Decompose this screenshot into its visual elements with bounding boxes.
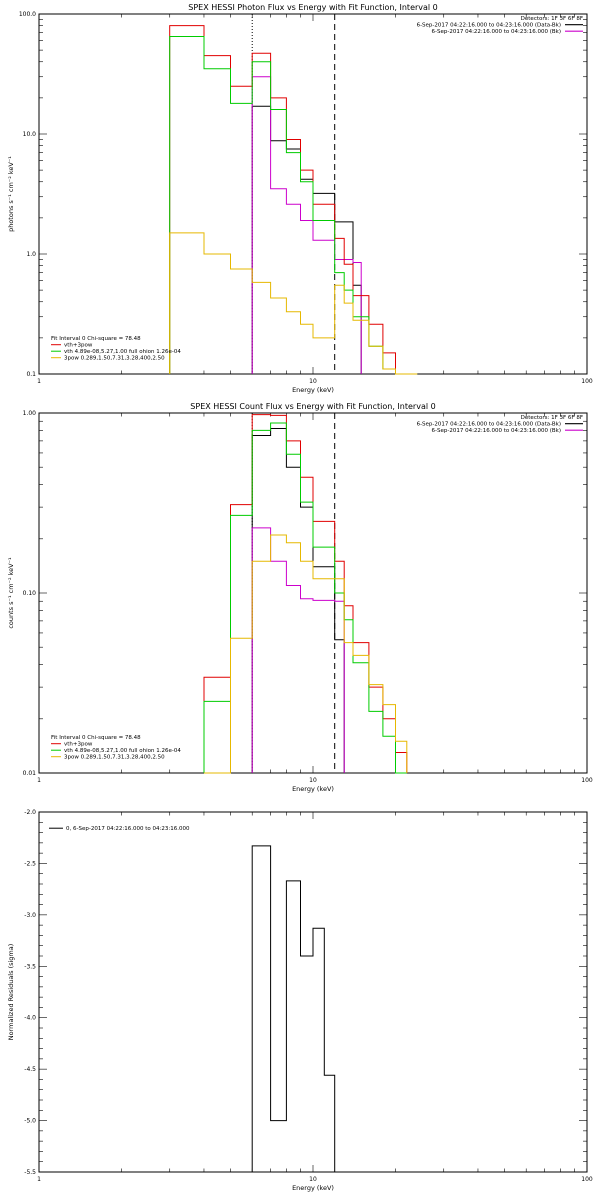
x-tick-label: 10 bbox=[309, 1176, 317, 1183]
chart-title: SPEX HESSI Count Flux vs Energy with Fit… bbox=[190, 402, 435, 411]
legend-entry-label: 6-Sep-2017 04:22:16.000 to 04:23:16.000 … bbox=[432, 29, 562, 35]
x-tick-label: 1 bbox=[37, 777, 41, 784]
y-tick-label: 1.00 bbox=[23, 410, 37, 417]
fit-series-1 bbox=[169, 25, 418, 375]
y-tick-label: -4.5 bbox=[24, 1066, 36, 1073]
fit-series-1 bbox=[203, 414, 408, 773]
fit-legend-label: vth+3pow bbox=[64, 742, 93, 748]
x-axis-label: Energy (keV) bbox=[292, 386, 334, 394]
legend-header: Detectors: 1F 3F 6F 8F bbox=[521, 16, 583, 22]
y-tick-label: -3.0 bbox=[24, 912, 36, 919]
legend-header: Detectors: 1F 3F 6F 8F bbox=[521, 415, 583, 421]
y-axis-label: counts s⁻¹ cm⁻² keV⁻¹ bbox=[7, 557, 15, 629]
y-tick-label: 10.0 bbox=[23, 131, 37, 138]
fit-legend-header: Fit Interval 0 Chi-square = 78.48 bbox=[51, 336, 141, 342]
x-tick-label: 100 bbox=[581, 777, 593, 784]
data-series-2 bbox=[251, 527, 345, 773]
legend-entry-label: 0, 6-Sep-2017 04:22:16.000 to 04:23:16.0… bbox=[66, 826, 190, 832]
chart-title: SPEX HESSI Photon Flux vs Energy with Fi… bbox=[188, 3, 438, 12]
fit-series-3 bbox=[204, 534, 408, 774]
y-tick-label: 1.0 bbox=[26, 251, 36, 258]
y-tick-label: -4.0 bbox=[24, 1015, 36, 1022]
legend-entry-label: 6-Sep-2017 04:22:16.000 to 04:23:16.000 … bbox=[432, 428, 562, 434]
x-axis-label: Energy (keV) bbox=[292, 785, 334, 793]
fit-legend-label: 3pow 0.289,1.50,7.31,3.28,400,2.50 bbox=[64, 356, 165, 362]
y-tick-label: -5.0 bbox=[24, 1118, 36, 1125]
plot-frame bbox=[38, 811, 588, 1173]
panel-1 bbox=[38, 13, 588, 375]
y-tick-label: 0.1 bbox=[26, 371, 36, 378]
fit-legend-label: vth 4.89e-08,5.27,1.00 full ohion 1.26e-… bbox=[64, 748, 181, 754]
x-tick-label: 1 bbox=[37, 1176, 41, 1183]
x-tick-label: 100 bbox=[581, 1176, 593, 1183]
fit-series-2 bbox=[203, 422, 407, 774]
plot-frame bbox=[38, 412, 588, 774]
y-axis-label: Normalized Residuals (sigma) bbox=[7, 944, 15, 1041]
x-tick-label: 1 bbox=[37, 378, 41, 385]
fit-legend-header: Fit Interval 0 Chi-square = 78.48 bbox=[51, 735, 141, 741]
fit-series-3 bbox=[169, 232, 418, 375]
y-tick-label: -2.0 bbox=[24, 809, 36, 816]
y-tick-label: 0.10 bbox=[23, 590, 37, 597]
y-tick-label: -5.5 bbox=[24, 1169, 36, 1176]
x-tick-label: 10 bbox=[309, 378, 317, 385]
fit-series-2 bbox=[169, 36, 418, 375]
legend-entry-label: 6-Sep-2017 04:22:16.000 to 04:23:16.000 … bbox=[417, 23, 561, 29]
y-tick-label: -2.5 bbox=[24, 860, 36, 867]
x-axis-label: Energy (keV) bbox=[292, 1184, 334, 1192]
y-tick-label: 0.01 bbox=[23, 770, 37, 777]
data-series-2 bbox=[251, 76, 362, 374]
y-axis-label: photons s⁻¹ cm⁻² keV⁻¹ bbox=[7, 156, 15, 232]
fit-legend-label: vth+3pow bbox=[64, 343, 93, 349]
x-tick-label: 10 bbox=[309, 777, 317, 784]
data-series-1 bbox=[251, 105, 362, 374]
y-tick-label: 100.0 bbox=[19, 11, 36, 18]
panel-3 bbox=[38, 811, 588, 1173]
fit-series-1 bbox=[251, 845, 336, 1172]
panel-2 bbox=[38, 412, 588, 774]
legend-entry-label: 6-Sep-2017 04:22:16.000 to 04:23:16.000 … bbox=[417, 422, 561, 428]
fit-legend-label: 3pow 0.289,1.50,7.31,3.28,400,2.50 bbox=[64, 755, 165, 761]
fit-legend-label: vth 4.89e-08,5.27,1.00 full ohion 1.26e-… bbox=[64, 349, 181, 355]
y-tick-label: -3.5 bbox=[24, 963, 36, 970]
x-tick-label: 100 bbox=[581, 378, 593, 385]
